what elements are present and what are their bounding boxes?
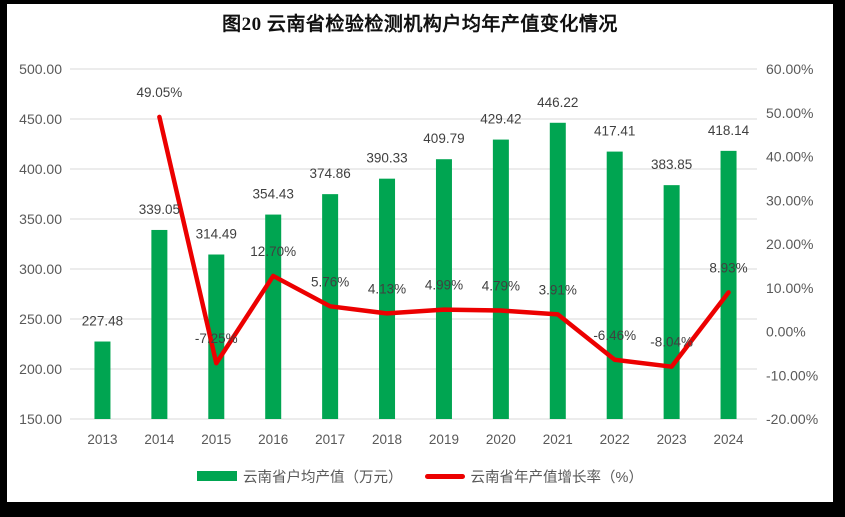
- x-axis-label-2021: 2021: [543, 432, 573, 447]
- bar-value-label-2021: 446.22: [537, 95, 578, 110]
- line-value-label-2024: 8.93%: [709, 260, 747, 275]
- left-axis-tick: 200.00: [19, 361, 62, 377]
- chart-title: 图20 云南省检验检测机构户均年产值变化情况: [222, 14, 618, 35]
- x-axis-label-2014: 2014: [144, 432, 175, 447]
- right-axis-tick: 40.00%: [766, 149, 813, 165]
- bar-value-label-2023: 383.85: [651, 157, 692, 172]
- bar-2021: [549, 122, 566, 419]
- left-axis-tick: 500.00: [19, 61, 62, 77]
- bar-value-label-2017: 374.86: [309, 166, 350, 181]
- chart-legend: 云南省户均产值（万元） 云南省年产值增长率（%）: [7, 464, 833, 488]
- left-axis-tick: 350.00: [19, 211, 62, 227]
- left-axis-tick: 150.00: [19, 411, 62, 427]
- legend-item-bar-series: 云南省户均产值（万元）: [197, 466, 403, 487]
- x-axis-label-2023: 2023: [657, 432, 687, 447]
- bar-2016: [265, 214, 282, 419]
- growth-rate-line: [157, 114, 731, 369]
- line-value-label-2022: -6.46%: [593, 328, 636, 343]
- line-value-label-2023: -8.04%: [650, 335, 693, 350]
- x-axis-label-2022: 2022: [600, 432, 630, 447]
- line-value-label-2021: 3.91%: [539, 282, 577, 297]
- bar-value-label-2019: 409.79: [423, 131, 464, 146]
- right-axis-tick: 20.00%: [766, 236, 813, 252]
- x-axis-label-2017: 2017: [315, 432, 345, 447]
- x-axis-label-2015: 2015: [201, 432, 231, 447]
- right-axis-tick: 50.00%: [766, 105, 813, 121]
- bar-series-legend-label: 云南省户均产值（万元）: [243, 469, 403, 486]
- bar-series-swatch: [197, 471, 238, 481]
- x-axis-label-2018: 2018: [372, 432, 402, 447]
- legend-item-line-series: 云南省年产值增长率（%）: [424, 466, 643, 487]
- bar-2013: [94, 341, 111, 419]
- x-axis-label-2020: 2020: [486, 432, 516, 447]
- bar-value-label-2015: 314.49: [196, 227, 237, 242]
- right-axis-tick: 60.00%: [766, 61, 813, 77]
- bar-2020: [492, 139, 509, 419]
- line-value-label-2016: 12.70%: [250, 244, 296, 259]
- line-series-swatch: [424, 473, 465, 479]
- bar-2015: [208, 254, 225, 419]
- left-axis-tick: 450.00: [19, 111, 62, 127]
- bar-value-label-2013: 227.48: [82, 314, 123, 329]
- bar-value-label-2020: 429.42: [480, 112, 521, 127]
- bar-2019: [435, 159, 452, 419]
- left-axis-tick: 300.00: [19, 261, 62, 277]
- right-axis-tick: 30.00%: [766, 192, 813, 208]
- line-value-label-2019: 4.99%: [425, 278, 463, 293]
- line-value-label-2015: -7.25%: [195, 331, 238, 346]
- bar-2022: [606, 151, 623, 419]
- line-value-label-2018: 4.13%: [368, 281, 406, 296]
- line-value-label-2017: 5.76%: [311, 274, 349, 289]
- bar-2014: [151, 229, 168, 419]
- bar-value-label-2014: 339.05: [139, 202, 180, 217]
- bar-2024: [720, 150, 737, 420]
- x-axis-label-2019: 2019: [429, 432, 459, 447]
- right-axis-tick: 10.00%: [766, 280, 813, 296]
- bar-value-label-2022: 417.41: [594, 124, 635, 139]
- line-series-legend-label: 云南省年产值增长率（%）: [470, 469, 643, 486]
- x-axis-label-2016: 2016: [258, 432, 288, 447]
- right-axis-tick: -10.00%: [766, 367, 818, 383]
- bar-value-label-2024: 418.14: [708, 123, 750, 138]
- bar-2018: [379, 178, 396, 419]
- line-value-label-2014: 49.05%: [136, 85, 182, 100]
- right-axis-tick: -20.00%: [766, 411, 818, 427]
- line-value-label-2020: 4.79%: [482, 279, 520, 294]
- bar-value-label-2018: 390.33: [366, 151, 407, 166]
- left-axis-tick: 400.00: [19, 161, 62, 177]
- bar-value-label-2016: 354.43: [253, 187, 294, 202]
- bar-2023: [663, 185, 680, 419]
- left-axis-tick: 250.00: [19, 311, 62, 327]
- right-axis-tick: 0.00%: [766, 324, 806, 340]
- x-axis-label-2013: 2013: [87, 432, 117, 447]
- x-axis-label-2024: 2024: [714, 432, 745, 447]
